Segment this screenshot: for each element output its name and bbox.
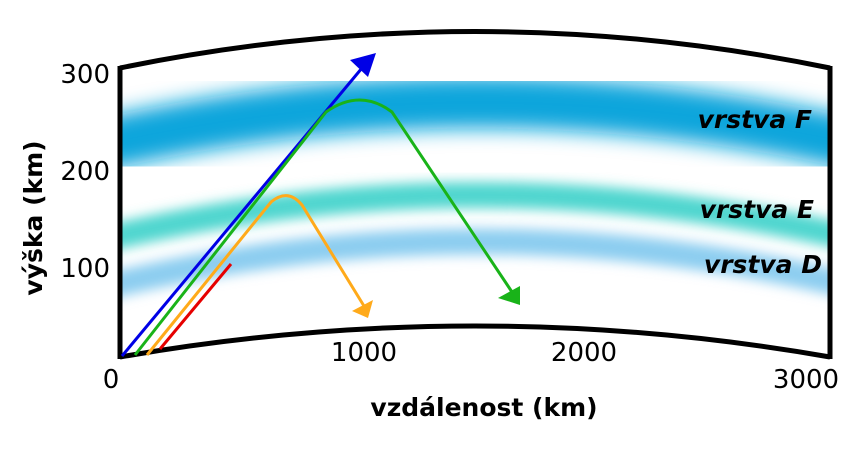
ray-green xyxy=(133,98,514,356)
x-tick-1000: 1000 xyxy=(331,338,397,368)
x-tick-2000: 2000 xyxy=(551,338,617,368)
earth-surface-edge xyxy=(119,323,831,360)
layer-f-band xyxy=(120,76,830,171)
ray-green-arrowhead xyxy=(498,286,520,305)
label-layer-e: vrstva E xyxy=(700,195,814,224)
label-layer-f: vrstva F xyxy=(698,105,812,134)
x-tick-0: 0 xyxy=(103,365,120,395)
y-tick-200: 200 xyxy=(60,157,110,187)
layer-e-band xyxy=(120,182,830,253)
y-tick-300: 300 xyxy=(60,60,110,90)
atmosphere-top-edge xyxy=(119,29,831,71)
x-tick-3000: 3000 xyxy=(773,365,839,395)
label-layer-d: vrstva D xyxy=(704,250,822,279)
ray-orange-arrowhead xyxy=(352,300,373,318)
x-axis-title: vzdálenost (km) xyxy=(370,393,597,422)
y-axis-title: výška (km) xyxy=(19,140,48,295)
ray-orange xyxy=(145,194,366,356)
y-tick-100: 100 xyxy=(60,254,110,284)
rays-group xyxy=(120,53,520,357)
ray-red xyxy=(158,263,233,350)
ray-blue-arrowhead xyxy=(350,53,376,77)
